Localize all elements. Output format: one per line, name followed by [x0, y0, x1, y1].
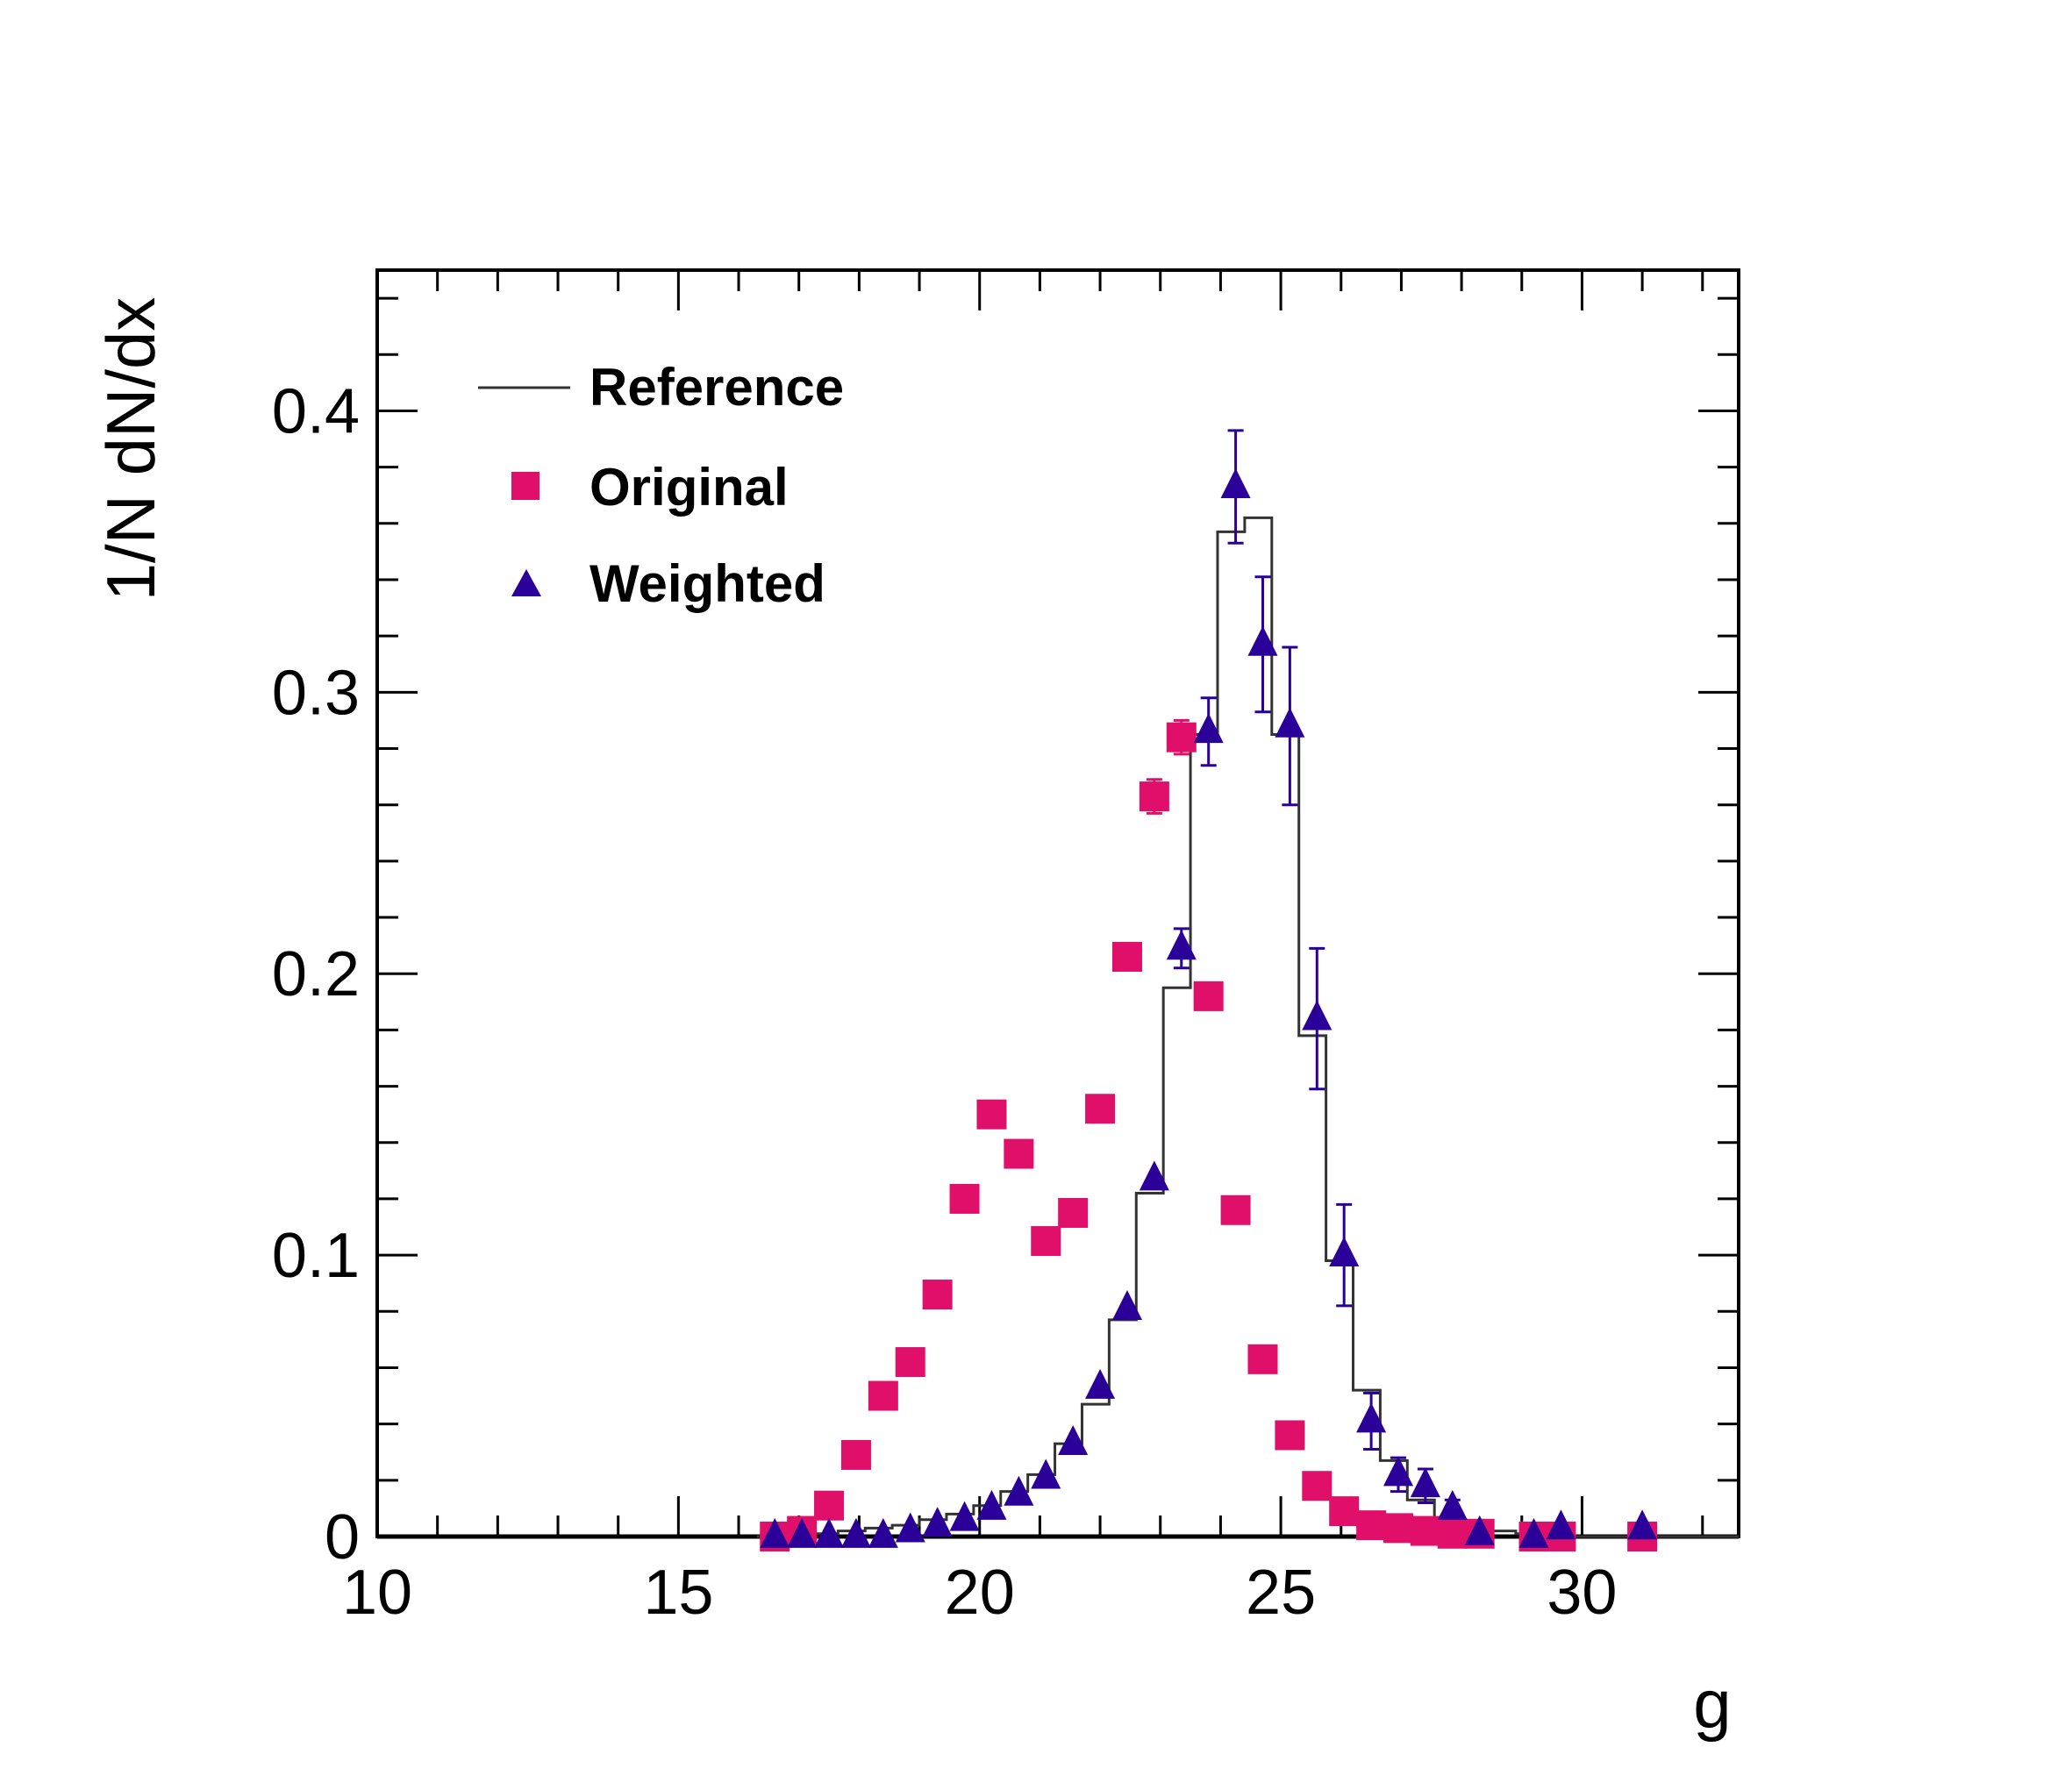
x-axis-label: g	[1693, 1665, 1731, 1743]
data-point-weighted	[1546, 1509, 1576, 1540]
data-point-weighted	[760, 1517, 790, 1548]
data-point-weighted	[1004, 1475, 1034, 1506]
weighted-series	[760, 429, 1658, 1548]
data-point-original	[1410, 1515, 1440, 1546]
x-tick-label: 25	[1246, 1558, 1316, 1628]
tick-labels: 10 15 20 25 30 0 0.1 0.2 0.3 0.4	[272, 376, 1618, 1628]
data-point-original	[1247, 1344, 1278, 1374]
data-point-weighted	[922, 1507, 953, 1537]
data-point-weighted	[1275, 707, 1305, 738]
data-point-original	[1004, 1138, 1034, 1169]
data-point-original	[868, 1380, 898, 1411]
data-point-weighted	[1518, 1517, 1549, 1548]
data-point-weighted	[868, 1517, 898, 1548]
legend-original-marker	[511, 472, 539, 500]
data-point-original	[1302, 1471, 1333, 1501]
legend-label-reference: Reference	[589, 358, 844, 417]
y-tick-label: 0.3	[272, 658, 360, 728]
legend: Reference Original Weighted	[478, 358, 844, 613]
x-tick-label: 30	[1547, 1558, 1617, 1628]
y-tick-label: 0.1	[272, 1221, 360, 1291]
data-point-original	[1275, 1420, 1305, 1451]
data-point-weighted	[976, 1489, 1007, 1520]
legend-weighted-marker	[511, 569, 541, 596]
data-point-original	[1193, 981, 1224, 1011]
data-point-weighted	[895, 1512, 925, 1543]
data-point-weighted	[1627, 1509, 1658, 1540]
data-point-original	[1356, 1510, 1387, 1541]
y-tick-label: 0.2	[272, 939, 360, 1009]
data-point-weighted	[949, 1501, 980, 1531]
legend-label-original: Original	[589, 458, 789, 517]
data-point-weighted	[1058, 1425, 1089, 1456]
data-point-original	[1139, 781, 1169, 812]
data-point-original	[949, 1183, 980, 1214]
data-point-weighted	[1193, 713, 1224, 744]
data-point-weighted	[1247, 625, 1278, 656]
data-point-original	[1111, 941, 1142, 972]
x-tick-label: 15	[643, 1558, 713, 1628]
data-point-original	[1085, 1094, 1116, 1124]
data-point-original	[1031, 1226, 1061, 1257]
plot-area	[375, 268, 1740, 1539]
data-point-weighted	[1220, 468, 1251, 499]
data-point-original	[840, 1439, 871, 1470]
data-point-weighted	[1410, 1467, 1440, 1498]
data-point-original	[1329, 1496, 1360, 1527]
data-point-original	[1220, 1195, 1251, 1225]
data-point-weighted	[1139, 1160, 1169, 1191]
original-series	[760, 718, 1658, 1551]
data-point-original	[814, 1490, 845, 1521]
data-point-weighted	[814, 1517, 845, 1548]
data-point-original	[976, 1099, 1007, 1130]
y-tick-label: 0.4	[272, 376, 360, 446]
data-point-weighted	[787, 1517, 818, 1548]
x-tick-label: 20	[945, 1558, 1015, 1628]
x-tick-label: 10	[342, 1558, 412, 1628]
data-point-weighted	[1031, 1458, 1061, 1489]
data-point-weighted	[1383, 1456, 1413, 1487]
data-point-weighted	[840, 1517, 871, 1548]
data-point-weighted	[1356, 1402, 1387, 1433]
data-point-weighted	[1464, 1515, 1495, 1545]
data-point-original	[922, 1280, 953, 1310]
y-axis-label: 1/N dN/dx	[92, 297, 169, 602]
data-point-original	[895, 1347, 925, 1378]
data-point-weighted	[1111, 1290, 1142, 1320]
data-point-weighted	[1166, 930, 1197, 960]
data-point-weighted	[1329, 1237, 1360, 1267]
y-tick-label: 0	[325, 1502, 360, 1572]
data-point-weighted	[1302, 1000, 1333, 1030]
data-point-original	[1058, 1197, 1089, 1228]
legend-label-weighted: Weighted	[589, 554, 825, 613]
data-point-original	[1383, 1513, 1413, 1544]
data-point-original	[1437, 1518, 1468, 1549]
data-point-weighted	[1085, 1368, 1116, 1399]
data-point-weighted	[1437, 1489, 1468, 1520]
data-point-original	[1166, 722, 1197, 752]
